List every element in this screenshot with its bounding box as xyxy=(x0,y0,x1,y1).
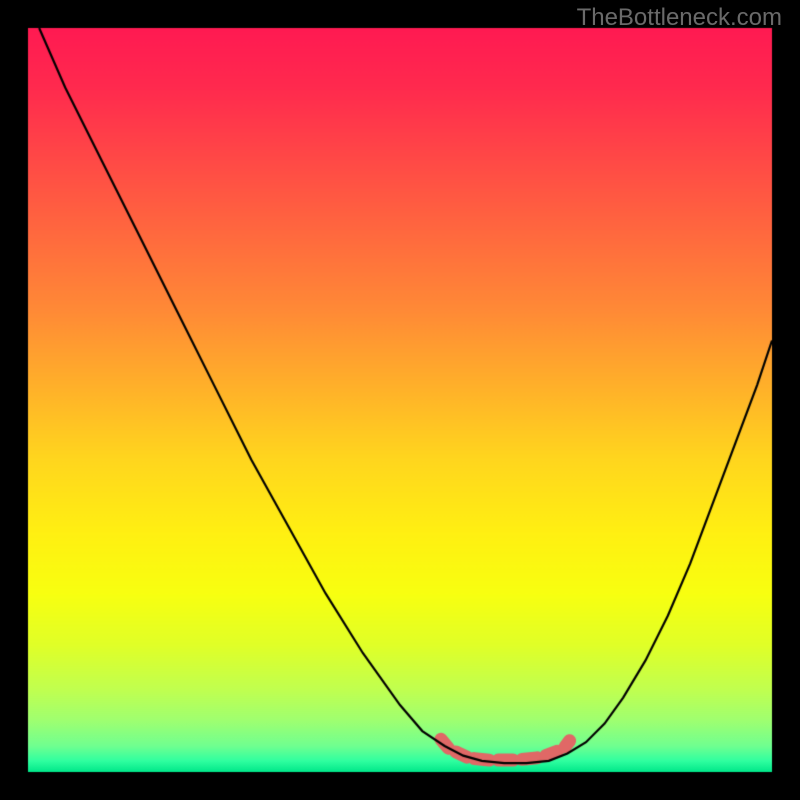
chart-container: { "canvas": { "width": 800, "height": 80… xyxy=(0,0,800,800)
bottleneck-chart-canvas xyxy=(0,0,800,800)
